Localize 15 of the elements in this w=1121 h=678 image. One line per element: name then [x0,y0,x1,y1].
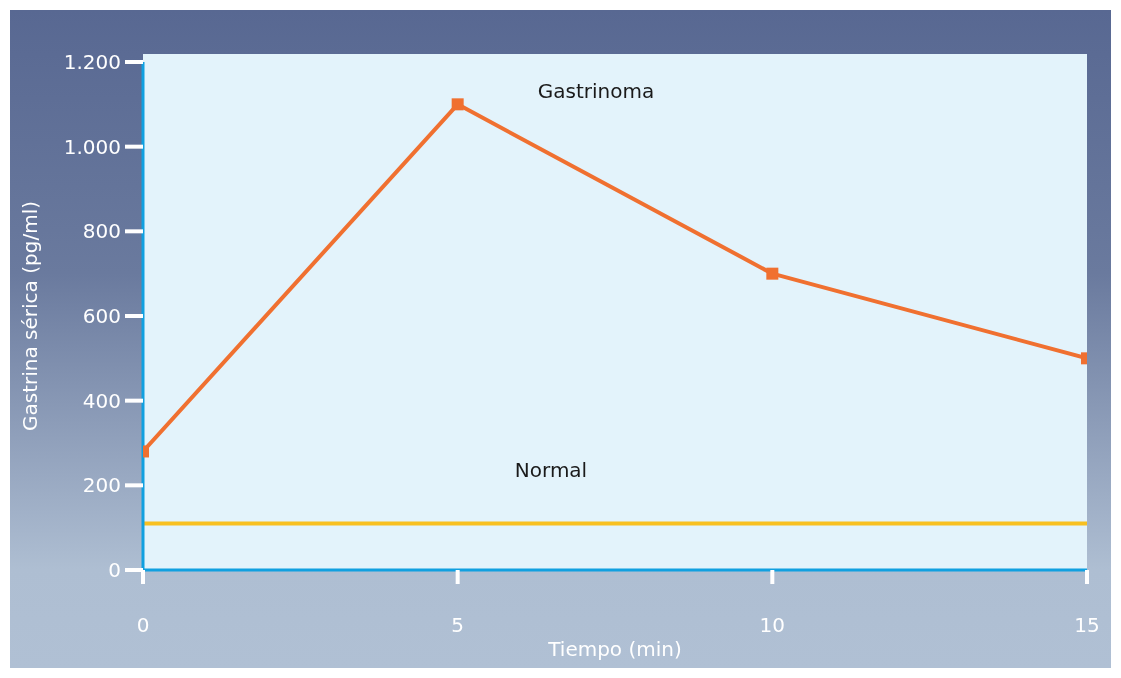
x-tick-label: 5 [451,613,465,638]
x-tick-label: 15 [1074,613,1100,638]
x-tick-label: 10 [759,613,786,638]
y-tick-label: 800 [82,219,121,244]
x-tick-label: 0 [136,613,150,638]
x-axis-title: Tiempo (min) [547,637,682,661]
y-tick-label: 1.000 [63,134,121,159]
y-tick-label: 600 [82,304,121,329]
text: Normal [514,458,588,482]
y-tick-label: 400 [82,388,121,413]
y-axis-title: Gastrina sérica (pg/ml) [18,201,43,431]
y-tick-label: 1.200 [63,50,121,75]
series-label: Gastrinoma [537,79,655,103]
y-tick-label: 200 [82,473,121,498]
y-tick-label: 0 [108,558,121,583]
